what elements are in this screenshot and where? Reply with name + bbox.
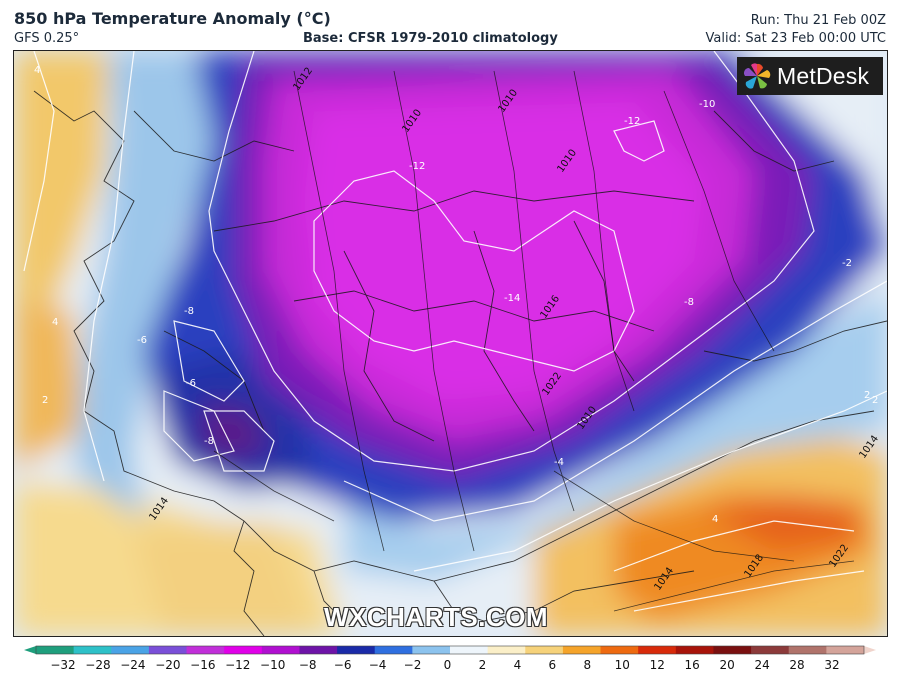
anomaly-contour-label: 4 <box>712 514 718 525</box>
metdesk-pinwheel-icon <box>744 63 771 89</box>
climatology-base-label: Base: CFSR 1979-2010 climatology <box>303 31 558 46</box>
colorbar-segment <box>148 646 188 654</box>
colorbar-tick-label: −32 <box>50 658 76 672</box>
colorbar-segment <box>562 646 602 654</box>
colorbar-segment <box>788 646 827 654</box>
run-time-label: Run: Thu 21 Feb 00Z <box>750 13 886 28</box>
colorbar-tick-label: 20 <box>719 658 735 672</box>
colorbar-segment <box>675 646 714 654</box>
anomaly-contour-label: -12 <box>624 116 640 127</box>
coastlines <box>33 90 887 636</box>
anomaly-contour-label: 4 <box>52 317 58 328</box>
colorbar-segment <box>111 646 150 654</box>
colorbar <box>24 645 876 655</box>
anomaly-contour-label: -2 <box>842 258 852 269</box>
metdesk-logo: MetDesk <box>737 57 883 95</box>
anomaly-contour-label: -12 <box>409 161 425 172</box>
colorbar-segment <box>186 646 225 654</box>
anomaly-contour-label: -10 <box>699 99 715 110</box>
colorbar-segment <box>36 646 75 654</box>
colorbar-tick-label: 2 <box>478 658 487 672</box>
colorbar-tick-label: 28 <box>789 658 805 672</box>
colorbar-segment <box>600 646 639 654</box>
colorbar-tick-label: −12 <box>225 658 251 672</box>
colorbar-tick-label: −28 <box>85 658 111 672</box>
colorbar-border <box>35 645 865 655</box>
anomaly-contour-label: -8 <box>684 297 694 308</box>
anomaly-contour-label: 2 <box>864 390 870 401</box>
colorbar-tick-label: 32 <box>824 658 840 672</box>
anomaly-contour-label: 4 <box>34 65 40 76</box>
colorbar-min-arrow <box>24 646 36 654</box>
colorbar-tick-label: −4 <box>368 658 387 672</box>
anomaly-contour-label: -8 <box>184 306 194 317</box>
colorbar-segment <box>450 646 489 654</box>
colorbar-tick-label: 12 <box>649 658 665 672</box>
colorbar-segments <box>24 645 876 655</box>
colorbar-tick-label: 10 <box>614 658 630 672</box>
colorbar-segment <box>487 646 526 654</box>
colorbar-tick-label: 24 <box>754 658 770 672</box>
anomaly-contour-label: -14 <box>504 293 520 304</box>
colorbar-tick-label: −20 <box>155 658 181 672</box>
colorbar-tick-label: −2 <box>403 658 422 672</box>
colorbar-segment <box>412 646 451 654</box>
colorbar-segment <box>73 646 112 654</box>
wxcharts-watermark: WXCHARTS.COM <box>324 602 549 632</box>
colorbar-tick-label: 6 <box>548 658 557 672</box>
anomaly-map: -12-12-10-14 -8-8-6-6-8-4-22 2444210121010… <box>14 51 887 636</box>
colorbar-segment <box>337 646 376 654</box>
colorbar-tick-label: 8 <box>583 658 592 672</box>
colorbar-segment <box>713 646 752 654</box>
colorbar-segment <box>525 646 564 654</box>
map-title: 850 hPa Temperature Anomaly (°C) <box>14 9 331 28</box>
map-panel: -12 -12 -10 -14 -8 -8 -6 -6 -8 -4 -2 2 2 4 4 4 2 1012 1010… <box>13 50 888 637</box>
colorbar-segment <box>751 646 790 654</box>
anomaly-contour-label: -4 <box>554 457 564 468</box>
anomaly-contour-label: -6 <box>137 335 147 346</box>
colorbar-tick-label: 4 <box>513 658 522 672</box>
colorbar-tick-label: −24 <box>120 658 146 672</box>
colorbar-segment <box>826 646 865 654</box>
anomaly-contour-label: -8 <box>204 436 214 447</box>
colorbar-segment <box>224 646 263 654</box>
colorbar-tick-label: −8 <box>298 658 317 672</box>
anomaly-contour-label: -6 <box>186 378 196 389</box>
colorbar-max-arrow <box>864 646 876 654</box>
colorbar-tick-label: −10 <box>260 658 286 672</box>
valid-time-label: Valid: Sat 23 Feb 00:00 UTC <box>705 31 886 46</box>
colorbar-segment <box>299 646 338 654</box>
isobars <box>213 70 855 612</box>
model-label: GFS 0.25° <box>14 31 80 46</box>
colorbar-segment <box>638 646 677 654</box>
anomaly-contour-label: 2 <box>872 395 878 406</box>
colorbar-tick-label: 0 <box>443 658 452 672</box>
colorbar-tick-label: 16 <box>684 658 700 672</box>
colorbar-tick-label: −6 <box>333 658 352 672</box>
anomaly-contour-label: 2 <box>42 395 48 406</box>
anomaly-shading <box>14 51 887 636</box>
colorbar-tick-label: −16 <box>190 658 216 672</box>
colorbar-segment <box>261 646 300 654</box>
metdesk-logo-text: MetDesk <box>777 62 870 89</box>
colorbar-segment <box>374 646 413 654</box>
